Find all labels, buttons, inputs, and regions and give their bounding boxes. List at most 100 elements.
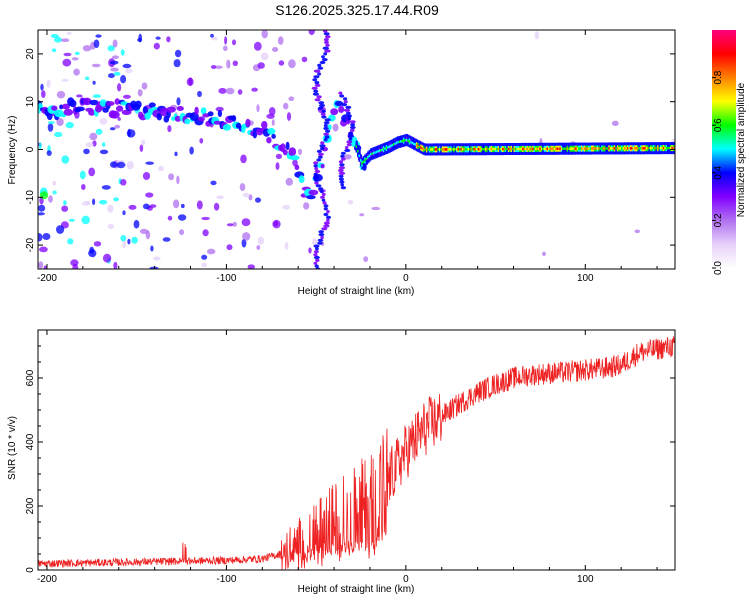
heatmap-speckle (286, 112, 292, 121)
heatmap-speckle (145, 230, 151, 240)
heatmap-speckle (131, 236, 138, 244)
heatmap-speckle (260, 52, 269, 61)
heatmap-band-core (476, 147, 479, 151)
heatmap-speckle (201, 262, 208, 268)
heatmap-band-core (418, 145, 421, 149)
heatmap-band-core (657, 146, 660, 150)
heatmap-band-core (622, 147, 625, 150)
heatmap-band-core (649, 146, 653, 150)
heatmap-streak (318, 103, 326, 108)
heatmap-band-core (560, 147, 564, 150)
heatmap-ridge-blob (197, 116, 205, 122)
heatmap-speckle (112, 39, 118, 48)
heatmap-speckle (145, 161, 154, 165)
heatmap-speckle (56, 118, 64, 126)
heatmap-speckle (251, 87, 258, 92)
heatmap-streak (312, 78, 318, 82)
heatmap-speckle (63, 52, 72, 57)
heatmap-band-core (618, 147, 621, 150)
heatmap-band-core (599, 147, 602, 150)
heatmap-speckle (47, 121, 55, 125)
heatmap-band-core (469, 147, 472, 151)
heatmap-speckle (40, 83, 44, 91)
heatmap-band-core (375, 150, 378, 154)
heatmap-speckle (128, 204, 137, 210)
heatmap-band-core (540, 147, 543, 151)
heatmap-speckle (54, 131, 63, 138)
heatmap-streak (313, 175, 319, 179)
heatmap-speckle (248, 194, 253, 201)
heatmap-band-core (537, 147, 541, 151)
heatmap-band-core (591, 147, 594, 150)
heatmap-band-core (408, 140, 411, 143)
snr-xlabel: Height of straight line (km) (298, 584, 415, 595)
heatmap-band-core (359, 159, 363, 162)
heatmap-speckle (167, 215, 173, 221)
heatmap-band-core (453, 148, 456, 151)
heatmap-speckle (73, 68, 80, 76)
heatmap-band-core (652, 146, 655, 150)
heatmap-streak (350, 128, 355, 132)
heatmap-ridge-blob (62, 103, 70, 110)
heatmap-speckle (109, 60, 119, 65)
heatmap-band-core (615, 147, 618, 150)
heatmap-speckle (611, 120, 619, 127)
heatmap-ridge-blob (306, 195, 316, 200)
heatmap-speckle (272, 47, 279, 52)
heatmap-streak (338, 168, 344, 173)
heatmap-streak (340, 183, 345, 187)
heatmap-band-core (510, 147, 513, 151)
heatmap-streak (317, 241, 323, 245)
heatmap-band-core (628, 147, 631, 150)
x-tick-label: 100 (577, 273, 594, 284)
heatmap-ridge-blob (267, 128, 276, 135)
heatmap-band-core (543, 147, 546, 151)
heatmap-band-core (381, 148, 384, 151)
heatmap-band-core (581, 147, 584, 150)
snr-ylabel: SNR (10 * v/v) (7, 416, 18, 480)
heatmap-streak (319, 144, 326, 148)
heatmap-speckle (122, 63, 132, 69)
heatmap-band-core (611, 147, 614, 150)
heatmap-band-core (362, 160, 365, 164)
heatmap-band-core (403, 139, 406, 142)
heatmap-band-core (377, 150, 380, 153)
heatmap-speckle (223, 45, 228, 52)
heatmap-streak (341, 157, 346, 161)
heatmap-band-core (516, 147, 519, 151)
heatmap-speckle (167, 125, 172, 133)
heatmap-band-core (658, 146, 661, 150)
snr-series-line (38, 336, 675, 570)
heatmap-speckle (60, 38, 70, 42)
heatmap-ridge-blob (294, 164, 300, 171)
heatmap-speckle (210, 33, 214, 38)
heatmap-ridge-blob (142, 106, 148, 115)
heatmap-streak (317, 63, 322, 67)
heatmap-streak (321, 58, 328, 62)
heatmap-speckle (126, 161, 134, 170)
heatmap-speckle (110, 161, 118, 168)
spectrogram-xlabel: Height of straight line (km) (298, 286, 415, 297)
heatmap-band-core (573, 147, 576, 150)
heatmap-speckle (273, 220, 279, 227)
heatmap-band-core (664, 146, 667, 150)
heatmap-band-core (546, 147, 549, 151)
heatmap-speckle (275, 162, 280, 171)
heatmap-streak (324, 49, 331, 53)
x-tick-label: -200 (37, 273, 57, 284)
heatmap-band-core (533, 147, 536, 151)
heatmap-speckle (202, 229, 209, 237)
heatmap-band-core (420, 146, 423, 149)
heatmap-speckle (172, 199, 180, 209)
heatmap-streak (313, 69, 321, 73)
heatmap-streak (325, 43, 330, 47)
heatmap-speckle (149, 266, 159, 269)
heatmap-speckle (83, 148, 90, 155)
heatmap-band-core (638, 147, 641, 150)
heatmap-band-core (380, 149, 383, 152)
heatmap-ridge-blob (200, 107, 207, 115)
heatmap-speckle (76, 94, 83, 98)
heatmap-band-core (361, 162, 364, 165)
heatmap-speckle (111, 55, 119, 59)
